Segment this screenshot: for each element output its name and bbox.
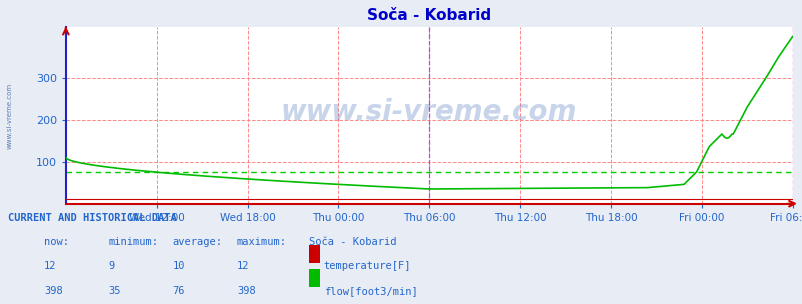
Text: 398: 398: [44, 286, 63, 296]
Text: www.si-vreme.com: www.si-vreme.com: [6, 82, 12, 149]
Text: 12: 12: [237, 261, 249, 271]
Text: Soča - Kobarid: Soča - Kobarid: [309, 237, 396, 247]
Text: average:: average:: [172, 237, 222, 247]
Text: 76: 76: [172, 286, 185, 296]
Text: 398: 398: [237, 286, 255, 296]
Text: CURRENT AND HISTORICAL DATA: CURRENT AND HISTORICAL DATA: [8, 213, 176, 223]
Text: temperature[F]: temperature[F]: [323, 261, 411, 271]
Text: www.si-vreme.com: www.si-vreme.com: [281, 98, 577, 126]
Text: 35: 35: [108, 286, 121, 296]
Title: Soča - Kobarid: Soča - Kobarid: [367, 9, 491, 23]
Text: flow[foot3/min]: flow[foot3/min]: [323, 286, 417, 296]
Text: now:: now:: [44, 237, 69, 247]
Text: 12: 12: [44, 261, 57, 271]
Text: minimum:: minimum:: [108, 237, 158, 247]
Text: maximum:: maximum:: [237, 237, 286, 247]
Text: 9: 9: [108, 261, 115, 271]
Text: 10: 10: [172, 261, 185, 271]
